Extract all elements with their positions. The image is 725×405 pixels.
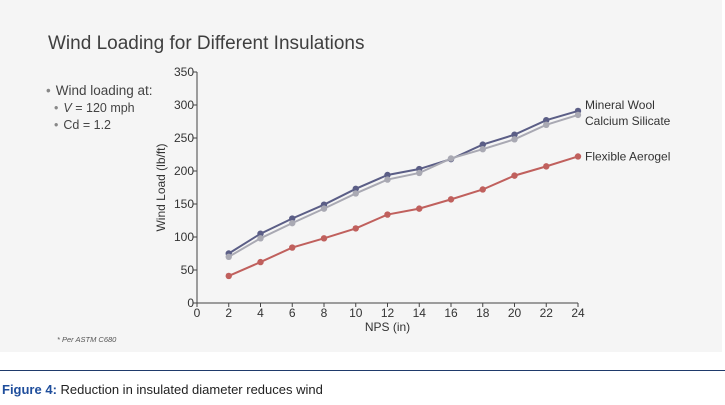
- x-axis-label: NPS (in): [365, 320, 410, 334]
- x-tick-label: 14: [413, 306, 427, 320]
- bullet-dot-icon: •: [54, 118, 59, 132]
- data-point: [543, 121, 550, 128]
- bullet-heading: Wind loading at:: [55, 83, 153, 98]
- x-tick-label: 24: [571, 306, 585, 320]
- velocity-value: = 120 mph: [75, 101, 135, 115]
- series-label: Mineral Wool: [585, 98, 655, 112]
- data-point: [225, 253, 232, 260]
- data-point: [289, 244, 296, 251]
- series-line-0: [228, 109, 579, 255]
- series-label: Flexible Aerogel: [585, 149, 670, 163]
- data-point: [479, 186, 486, 193]
- data-point: [574, 153, 582, 160]
- footnote: * Per ASTM C680: [57, 335, 117, 344]
- y-tick-label: 50: [181, 263, 195, 277]
- velocity-symbol: V: [63, 101, 72, 115]
- x-tick-label: 10: [349, 306, 363, 320]
- bullet-dot-icon: •: [46, 83, 51, 98]
- data-point: [352, 185, 359, 193]
- x-tick-label: 0: [194, 306, 201, 320]
- y-tick-label: 250: [174, 131, 194, 145]
- x-tick-label: 18: [476, 306, 490, 320]
- series-line-2: [228, 155, 579, 277]
- series-line-1: [228, 113, 579, 258]
- y-tick-label: 100: [174, 230, 194, 244]
- data-point: [225, 272, 232, 280]
- series-label: Calcium Silicate: [585, 114, 671, 128]
- y-tick-label: 0: [187, 296, 194, 310]
- data-point: [511, 172, 518, 179]
- data-point: [257, 258, 264, 266]
- data-point: [543, 116, 550, 124]
- data-point: [320, 205, 328, 212]
- x-tick-label: 12: [381, 306, 395, 320]
- figure-caption: Figure 4: Reduction in insulated diamete…: [2, 382, 323, 397]
- y-axis-label: Wind Load (lb/ft): [154, 143, 168, 231]
- data-point: [289, 219, 296, 227]
- x-tick-label: 6: [289, 306, 296, 320]
- x-tick-label: 20: [508, 306, 522, 320]
- drag-coefficient: Cd = 1.2: [63, 118, 111, 132]
- caption-label: Figure 4:: [2, 382, 57, 397]
- caption-divider: [0, 370, 725, 371]
- data-point: [479, 141, 486, 148]
- data-point: [416, 205, 423, 212]
- bullet-cd-row: • Cd = 1.2: [54, 118, 153, 132]
- x-tick-label: 22: [540, 306, 554, 320]
- data-point: [384, 176, 391, 183]
- slide-title: Wind Loading for Different Insulations: [48, 33, 365, 54]
- data-point: [289, 215, 296, 222]
- data-point: [257, 230, 264, 237]
- x-tick-label: 2: [225, 306, 232, 320]
- slide-panel: Wind Loading for Different Insulations •…: [46, 33, 365, 344]
- data-point: [447, 155, 455, 162]
- data-point: [320, 235, 328, 242]
- data-point: [384, 211, 391, 218]
- x-tick-label: 4: [257, 306, 264, 320]
- y-tick-label: 150: [174, 197, 194, 211]
- bullet-velocity-row: • V = 120 mph: [54, 101, 153, 115]
- data-point: [511, 136, 518, 143]
- data-point: [479, 146, 486, 153]
- data-point: [511, 131, 518, 138]
- x-tick-label: 8: [321, 306, 328, 320]
- y-tick-label: 200: [174, 164, 194, 178]
- bullet-heading-row: • Wind loading at:: [46, 83, 153, 98]
- x-tick-label: 16: [444, 306, 458, 320]
- data-point: [352, 190, 359, 197]
- data-point: [543, 163, 550, 170]
- data-point: [574, 111, 582, 119]
- data-point: [257, 235, 264, 242]
- data-point: [352, 225, 359, 232]
- y-tick-label: 300: [174, 98, 194, 112]
- caption-text: Reduction in insulated diameter reduces …: [60, 382, 323, 397]
- data-point: [447, 196, 455, 203]
- data-point: [384, 171, 391, 179]
- y-tick-label: 350: [174, 65, 194, 79]
- bullet-list: • Wind loading at: • V = 120 mph • Cd = 1.2: [46, 83, 153, 135]
- bullet-dot-icon: •: [54, 101, 59, 115]
- data-point: [416, 169, 423, 177]
